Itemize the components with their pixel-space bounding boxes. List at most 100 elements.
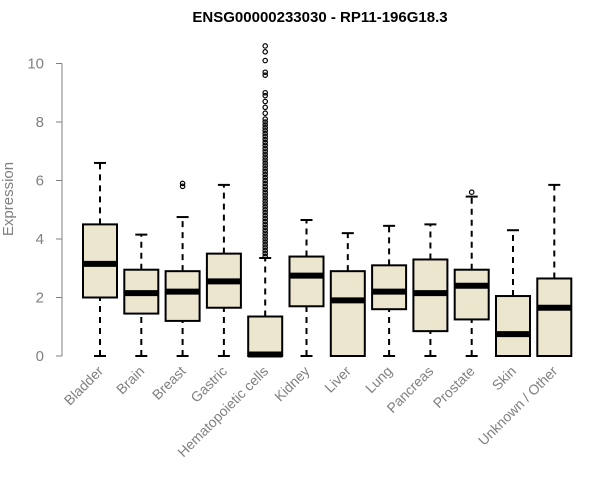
outlier-point <box>262 215 269 222</box>
outlier-point <box>262 98 269 105</box>
outlier-point <box>262 233 269 239</box>
outlier-point <box>262 110 269 117</box>
outlier-point <box>262 154 269 160</box>
outlier-point <box>262 151 269 157</box>
x-tick-label: Liver <box>321 363 354 396</box>
outlier-point <box>262 192 269 198</box>
box-gastric <box>205 183 242 357</box>
outlier-point <box>262 183 269 190</box>
box-pancreas <box>412 223 449 357</box>
outlier-point <box>262 230 269 236</box>
y-axis-ticks: 0 2 4 6 8 10 <box>27 56 62 365</box>
outlier-point <box>262 250 269 257</box>
outlier-point <box>262 244 269 251</box>
outlier-point <box>468 189 475 196</box>
outlier-point <box>262 221 269 228</box>
outlier-point <box>262 253 269 260</box>
outlier-point <box>262 212 269 219</box>
box-iqr <box>371 264 408 311</box>
outlier-point <box>262 89 269 96</box>
outlier-point <box>262 136 269 143</box>
outlier-point <box>262 119 269 125</box>
y-tick-label: 4 <box>36 231 44 248</box>
box-iqr <box>329 270 366 357</box>
box-iqr <box>164 270 201 322</box>
x-tick-label: Skin <box>489 363 520 394</box>
outlier-point <box>262 186 269 193</box>
outlier-point <box>262 92 269 99</box>
outlier-point <box>262 125 269 131</box>
outlier-point <box>262 116 269 122</box>
y-tick-label: 0 <box>36 348 44 365</box>
outlier-point <box>262 206 269 213</box>
outlier-point <box>179 183 186 190</box>
outlier-point <box>262 247 269 254</box>
outlier-point <box>262 122 269 128</box>
box-bladder <box>82 161 118 357</box>
x-tick-label: Kidney <box>271 363 313 405</box>
outlier-point <box>262 201 269 207</box>
outlier-point <box>262 160 269 166</box>
box-iqr <box>247 315 284 358</box>
x-tick-label: Lung <box>362 363 395 396</box>
outlier-point <box>262 48 269 55</box>
outlier-point <box>262 166 269 172</box>
outlier-point <box>262 242 269 248</box>
x-tick-label: Bladder <box>61 363 107 409</box>
outlier-point <box>262 171 269 178</box>
y-tick-label: 10 <box>27 56 44 73</box>
box-brain <box>123 233 160 357</box>
box-prostate <box>453 189 490 357</box>
outlier-point <box>262 133 269 140</box>
box-breast <box>164 180 201 357</box>
box-iqr <box>288 255 325 308</box>
outlier-point <box>262 142 269 149</box>
outlier-point <box>179 180 186 187</box>
outlier-point <box>262 239 269 245</box>
y-tick-label: 6 <box>36 173 44 190</box>
outlier-point <box>262 72 269 79</box>
box-hematopoietic-cells <box>247 43 284 358</box>
outlier-point <box>262 189 269 196</box>
outlier-point <box>262 195 269 201</box>
outlier-point <box>262 145 269 152</box>
chart-title: ENSG00000233030 - RP11-196G18.3 <box>192 9 447 26</box>
outlier-point <box>262 69 269 76</box>
box-kidney <box>288 218 325 357</box>
outlier-point <box>262 177 269 184</box>
box-lung <box>371 224 408 357</box>
outlier-point <box>262 236 269 242</box>
x-tick-label: Brain <box>113 363 147 397</box>
box-iqr <box>453 268 490 321</box>
outlier-point <box>262 180 269 187</box>
outlier-point <box>262 224 269 231</box>
y-tick-label: 2 <box>36 290 44 307</box>
outlier-point <box>262 130 269 137</box>
outlier-point <box>262 174 269 181</box>
box-liver <box>329 232 366 357</box>
outlier-point <box>262 127 269 134</box>
box-iqr <box>536 277 573 357</box>
outlier-point <box>262 209 269 216</box>
x-tick-label: Breast <box>149 363 189 403</box>
outlier-point <box>262 204 269 210</box>
outlier-point <box>262 57 269 64</box>
outlier-point <box>262 163 269 169</box>
outlier-point <box>262 227 269 234</box>
outlier-point <box>262 218 269 225</box>
outlier-point <box>262 104 269 111</box>
outlier-point <box>262 43 269 49</box>
box-unknown-other <box>536 183 573 357</box>
box-skin <box>495 229 531 358</box>
box-series <box>82 43 573 358</box>
outlier-point <box>262 148 269 155</box>
outlier-point <box>262 157 269 163</box>
outlier-point <box>262 168 269 175</box>
y-tick-label: 8 <box>36 114 44 131</box>
outlier-point <box>262 139 269 146</box>
outlier-point <box>262 198 269 204</box>
box-iqr <box>495 295 531 358</box>
x-tick-label: Prostate <box>430 363 478 411</box>
